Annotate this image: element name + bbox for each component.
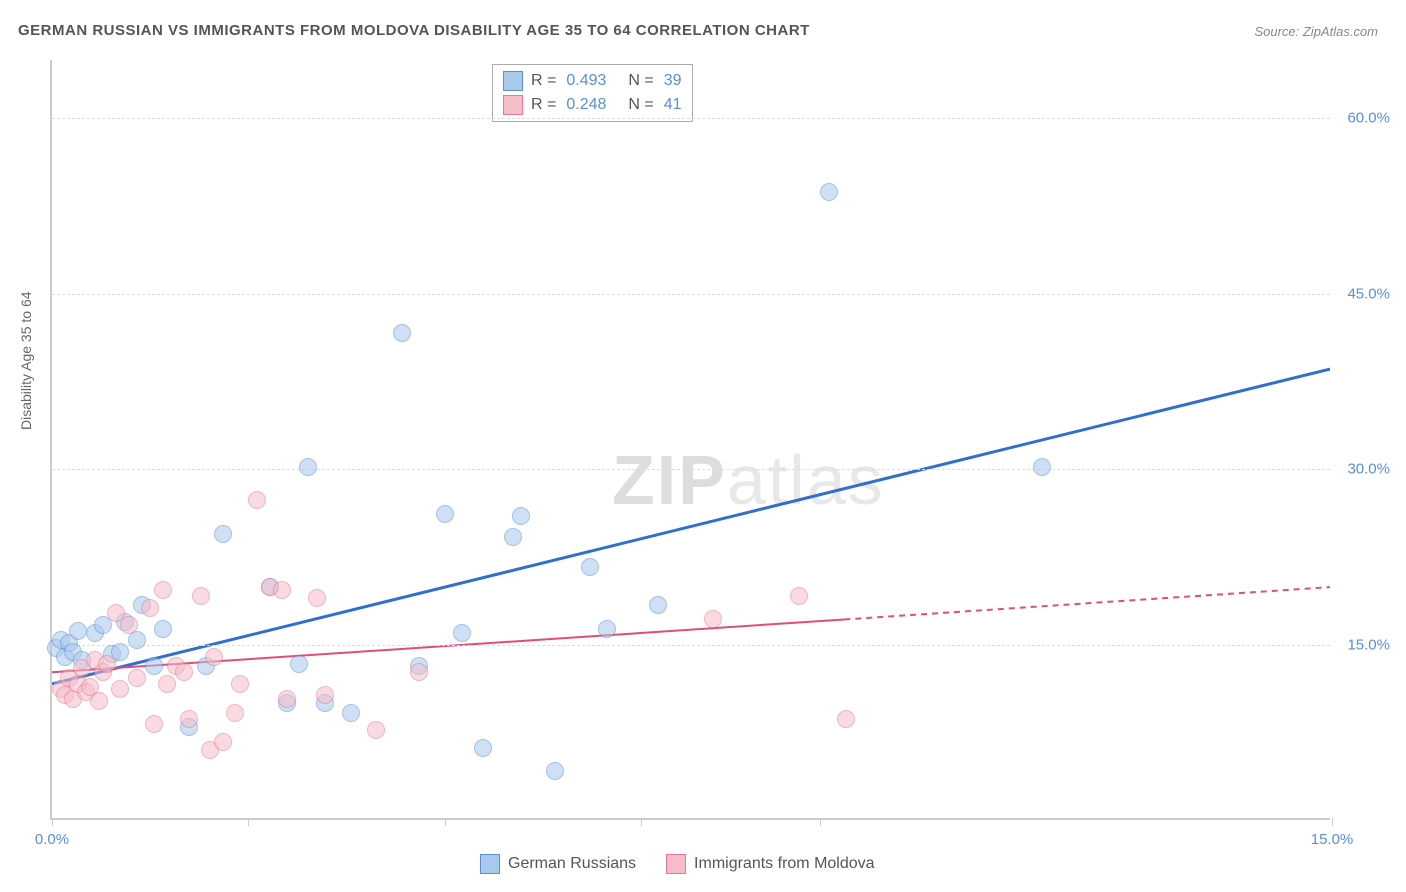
scatter-point: [273, 581, 291, 599]
x-tick: [820, 818, 821, 826]
scatter-point: [299, 458, 317, 476]
scatter-point: [154, 620, 172, 638]
y-tick-label: 15.0%: [1347, 636, 1390, 653]
scatter-point: [342, 704, 360, 722]
legend-swatch-2: [666, 854, 686, 874]
scatter-point: [790, 587, 808, 605]
stats-swatch: [503, 71, 523, 91]
trend-lines-svg: [52, 60, 1330, 818]
scatter-point: [512, 507, 530, 525]
scatter-point: [367, 721, 385, 739]
stats-n-label: N =: [628, 72, 653, 90]
scatter-point: [69, 622, 87, 640]
scatter-point: [598, 620, 616, 638]
stats-r-label: R =: [531, 72, 556, 90]
scatter-point: [546, 762, 564, 780]
stats-r-label: R =: [531, 96, 556, 114]
scatter-point: [704, 610, 722, 628]
scatter-point: [1033, 458, 1051, 476]
scatter-point: [316, 686, 334, 704]
scatter-point: [453, 624, 471, 642]
scatter-point: [474, 739, 492, 757]
stats-n-value: 41: [664, 96, 682, 114]
scatter-point: [308, 589, 326, 607]
scatter-point: [205, 648, 223, 666]
scatter-point: [248, 491, 266, 509]
stats-r-value: 0.493: [566, 72, 606, 90]
scatter-point: [214, 733, 232, 751]
scatter-point: [111, 680, 129, 698]
scatter-point: [145, 657, 163, 675]
chart-title: GERMAN RUSSIAN VS IMMIGRANTS FROM MOLDOV…: [18, 22, 810, 39]
scatter-point: [649, 596, 667, 614]
watermark: ZIPatlas: [612, 440, 885, 520]
scatter-point: [158, 675, 176, 693]
scatter-point: [226, 704, 244, 722]
legend-item-series2: Immigrants from Moldova: [666, 854, 875, 874]
scatter-point: [837, 710, 855, 728]
x-tick: [1332, 818, 1333, 826]
y-tick-label: 45.0%: [1347, 285, 1390, 302]
grid-line: [52, 469, 1330, 470]
x-tick: [445, 818, 446, 826]
scatter-point: [192, 587, 210, 605]
scatter-point: [504, 528, 522, 546]
scatter-point: [154, 581, 172, 599]
stats-legend-box: R = 0.493 N = 39 R = 0.248 N = 41: [492, 64, 693, 122]
grid-line: [52, 645, 1330, 646]
y-tick-label: 30.0%: [1347, 461, 1390, 478]
scatter-point: [128, 669, 146, 687]
scatter-point: [145, 715, 163, 733]
scatter-point: [98, 655, 116, 673]
x-tick: [52, 818, 53, 826]
y-axis-title: Disability Age 35 to 64: [18, 291, 34, 430]
stats-row: R = 0.493 N = 39: [503, 69, 682, 93]
legend-swatch-1: [480, 854, 500, 874]
stats-swatch: [503, 95, 523, 115]
scatter-point: [231, 675, 249, 693]
scatter-point: [393, 324, 411, 342]
legend-label-1: German Russians: [508, 855, 636, 873]
scatter-point: [90, 692, 108, 710]
x-tick-label: 15.0%: [1311, 831, 1354, 848]
x-tick: [248, 818, 249, 826]
legend-item-series1: German Russians: [480, 854, 636, 874]
grid-line: [52, 294, 1330, 295]
scatter-point: [581, 558, 599, 576]
stats-r-value: 0.248: [566, 96, 606, 114]
stats-n-label: N =: [628, 96, 653, 114]
y-tick-label: 60.0%: [1347, 110, 1390, 127]
scatter-point: [128, 631, 146, 649]
plot-area: ZIPatlas R =0.493N =39R =0.248N =41 15.0…: [50, 60, 1330, 820]
scatter-point: [410, 663, 428, 681]
scatter-point: [436, 505, 454, 523]
x-tick: [641, 818, 642, 826]
x-tick-label: 0.0%: [35, 831, 69, 848]
stats-n-value: 39: [664, 72, 682, 90]
stats-row: R = 0.248 N = 41: [503, 93, 682, 117]
bottom-legend: German Russians Immigrants from Moldova: [480, 854, 875, 874]
scatter-point: [820, 183, 838, 201]
scatter-point: [214, 525, 232, 543]
scatter-point: [278, 690, 296, 708]
source-attribution: Source: ZipAtlas.com: [1254, 24, 1378, 39]
grid-line: [52, 118, 1330, 119]
scatter-point: [141, 599, 159, 617]
scatter-point: [180, 710, 198, 728]
scatter-point: [120, 616, 138, 634]
legend-label-2: Immigrants from Moldova: [694, 855, 875, 873]
scatter-point: [290, 655, 308, 673]
scatter-point: [175, 663, 193, 681]
